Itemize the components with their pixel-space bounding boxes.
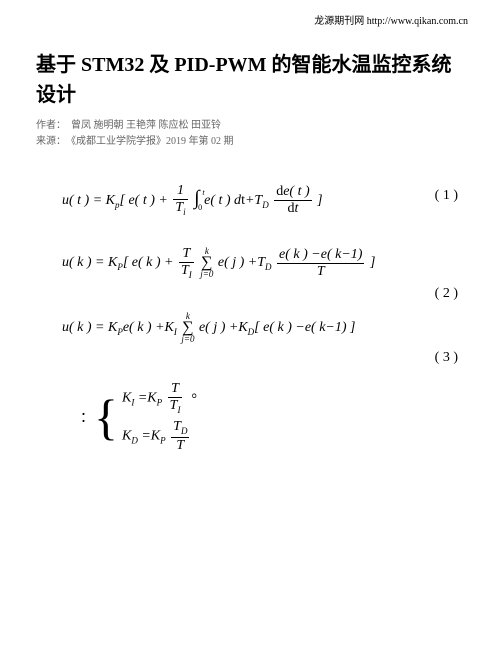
authors: 曾凤 施明朝 王艳萍 陈应松 田亚铃 — [71, 120, 221, 131]
authors-label: 作者： — [36, 120, 61, 131]
equation-1-number: ( 1 ) — [435, 188, 458, 204]
source-url: http://www.qikan.com.cn — [367, 16, 468, 27]
equation-2-number: ( 2 ) — [435, 286, 458, 301]
meta-block: 作者： 曾凤 施明朝 王艳萍 陈应松 田亚铃 来源： 《成都工业学院学报》201… — [36, 118, 466, 150]
equation-1: u( t ) = Kp[ e( t ) + 1Ti t∫0 e( t ) dt+… — [62, 184, 466, 217]
source-label: 来源： — [36, 136, 61, 147]
page-title: 基于 STM32 及 PID-PWM 的智能水温监控系统设计 — [36, 50, 466, 110]
equation-2-number-row: ( 2 ) — [62, 284, 466, 302]
equation-3: u( k ) = KPe( k ) +KI k∑j=0 e( j ) +KD[ … — [62, 312, 466, 344]
source-prefix: 龙源期刊网 — [314, 16, 367, 27]
source-header: 龙源期刊网 http://www.qikan.com.cn — [314, 12, 468, 27]
source-line: 来源： 《成都工业学院学报》2019 年第 02 期 — [36, 134, 466, 150]
equation-3-number: ( 3 ) — [435, 350, 458, 365]
brace-definitions: ： { KI =KP TTI KD =KP TDT 。 — [80, 376, 466, 460]
source: 《成都工业学院学报》2019 年第 02 期 — [71, 136, 234, 147]
equation-2: u( k ) = KP[ e( k ) + TTI k∑j=0 e( j ) +… — [62, 247, 466, 280]
equations-block: u( t ) = Kp[ e( t ) + 1Ti t∫0 e( t ) dt+… — [36, 184, 466, 459]
authors-line: 作者： 曾凤 施明朝 王艳萍 陈应松 田亚铃 — [36, 118, 466, 134]
equation-3-number-row: ( 3 ) — [62, 348, 466, 366]
